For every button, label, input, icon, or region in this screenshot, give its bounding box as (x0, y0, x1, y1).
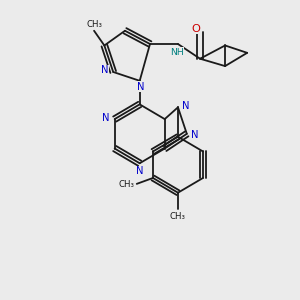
Text: O: O (191, 24, 200, 34)
Text: N: N (182, 101, 190, 111)
Text: CH₃: CH₃ (86, 20, 102, 29)
Text: N: N (191, 130, 199, 140)
Text: N: N (137, 82, 145, 92)
Text: N: N (136, 167, 143, 176)
Text: CH₃: CH₃ (170, 212, 186, 221)
Text: N: N (102, 112, 110, 123)
Text: CH₃: CH₃ (118, 180, 134, 189)
Text: N: N (101, 65, 109, 76)
Text: NH: NH (169, 48, 183, 57)
